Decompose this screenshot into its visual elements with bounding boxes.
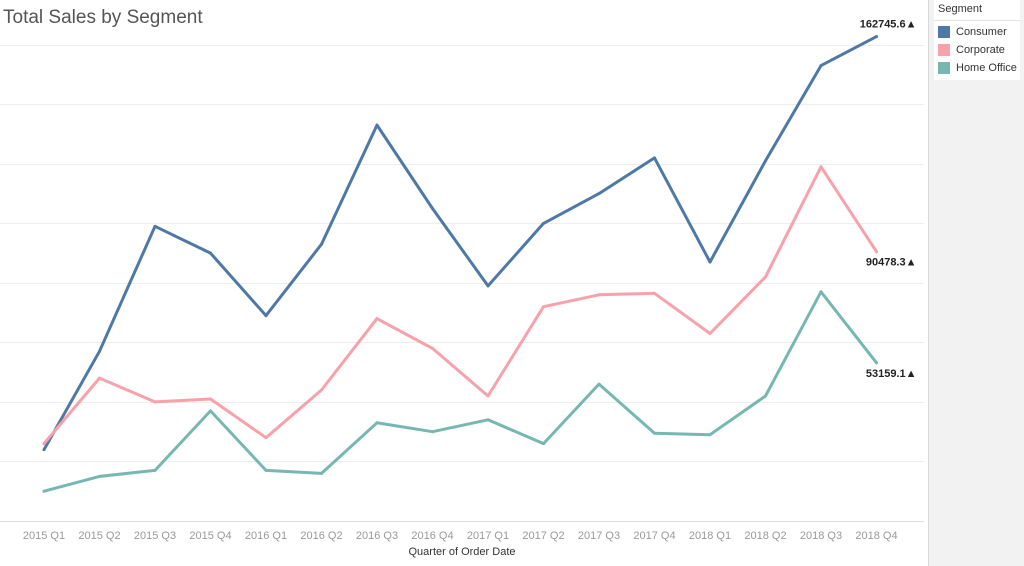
data-point-corporate bbox=[486, 394, 490, 398]
x-tick-label: 2017 Q1 bbox=[467, 530, 509, 542]
data-point-consumer bbox=[98, 349, 101, 353]
data-point-corporate bbox=[264, 436, 268, 440]
x-tick-label: 2015 Q1 bbox=[23, 530, 65, 542]
line-chart: 162745.6▲ 90478.3▲ 53159.1▲ 2015 Q1 2015 Q2… bbox=[0, 19, 924, 542]
data-point-consumer bbox=[875, 35, 878, 39]
legend-swatch-consumer bbox=[938, 26, 950, 38]
data-point-consumer bbox=[486, 284, 490, 288]
data-point-consumer bbox=[819, 64, 823, 68]
data-point-corporate bbox=[764, 275, 767, 279]
x-tick-label: 2017 Q3 bbox=[578, 530, 620, 542]
series-lines bbox=[42, 35, 878, 493]
legend-title: Segment bbox=[934, 0, 1020, 21]
x-tick-label: 2018 Q3 bbox=[800, 530, 842, 542]
series-line-corporate bbox=[42, 165, 878, 446]
data-point-home-office bbox=[209, 409, 212, 413]
x-axis-tick-labels: 2015 Q1 2015 Q2 2015 Q3 2015 Q4 2016 Q1 2016 … bbox=[23, 530, 898, 542]
x-tick-label: 2018 Q1 bbox=[689, 530, 731, 542]
gridlines bbox=[0, 45, 924, 522]
x-tick-label: 2015 Q3 bbox=[134, 530, 176, 542]
data-point-consumer bbox=[42, 448, 46, 452]
data-point-home-office bbox=[875, 361, 878, 365]
x-tick-label: 2017 Q2 bbox=[522, 530, 564, 542]
data-point-home-office bbox=[375, 421, 379, 425]
end-label-corporate: 90478.3▲ bbox=[866, 257, 917, 269]
data-point-home-office bbox=[431, 430, 434, 434]
data-point-home-office bbox=[264, 468, 268, 472]
legend-swatch-home-office bbox=[938, 62, 950, 74]
data-point-consumer bbox=[653, 156, 656, 160]
data-point-consumer bbox=[153, 224, 157, 228]
data-point-corporate bbox=[209, 397, 212, 401]
data-point-home-office bbox=[542, 442, 545, 446]
x-tick-label: 2016 Q4 bbox=[411, 530, 453, 542]
data-point-consumer bbox=[708, 260, 712, 264]
data-point-corporate bbox=[431, 346, 434, 350]
x-tick-label: 2018 Q4 bbox=[855, 530, 897, 542]
legend-label: Consumer bbox=[956, 26, 1007, 38]
data-point-consumer bbox=[375, 123, 379, 127]
x-tick-label: 2018 Q2 bbox=[744, 530, 786, 542]
legend-swatch-corporate bbox=[938, 44, 950, 56]
data-point-consumer bbox=[264, 314, 268, 318]
data-point-corporate bbox=[597, 293, 601, 297]
data-point-corporate bbox=[42, 442, 46, 446]
data-point-consumer bbox=[431, 206, 434, 210]
legend-panel: Segment Consumer Corporate Home Office bbox=[928, 0, 1024, 566]
end-label-consumer: 162745.6▲ bbox=[860, 19, 917, 31]
data-point-corporate bbox=[375, 317, 379, 321]
x-tick-label: 2015 Q4 bbox=[189, 530, 231, 542]
data-point-consumer bbox=[209, 251, 212, 255]
x-tick-label: 2016 Q2 bbox=[300, 530, 342, 542]
data-point-home-office bbox=[597, 382, 601, 386]
data-point-home-office bbox=[486, 418, 490, 422]
data-point-home-office bbox=[153, 468, 157, 472]
legend-label: Corporate bbox=[956, 44, 1005, 56]
data-point-corporate bbox=[542, 305, 545, 309]
data-point-corporate bbox=[653, 291, 656, 295]
data-point-home-office bbox=[42, 489, 46, 493]
data-point-corporate bbox=[875, 250, 878, 254]
legend-item-home-office[interactable]: Home Office bbox=[934, 59, 1020, 77]
data-point-home-office bbox=[764, 394, 767, 398]
data-point-corporate bbox=[819, 165, 823, 169]
x-tick-label: 2016 Q3 bbox=[356, 530, 398, 542]
x-tick-label: 2017 Q4 bbox=[633, 530, 675, 542]
legend-item-consumer[interactable]: Consumer bbox=[934, 23, 1020, 41]
x-tick-label: 2016 Q1 bbox=[245, 530, 287, 542]
data-point-home-office bbox=[653, 431, 656, 435]
legend-label: Home Office bbox=[956, 62, 1017, 74]
data-point-corporate bbox=[320, 388, 323, 392]
data-point-home-office bbox=[98, 474, 101, 478]
data-point-consumer bbox=[320, 242, 323, 246]
series-line-consumer bbox=[42, 35, 878, 452]
series-line-home-office bbox=[42, 290, 878, 493]
data-point-home-office bbox=[708, 433, 712, 437]
x-tick-label: 2015 Q2 bbox=[78, 530, 120, 542]
end-label-home-office: 53159.1▲ bbox=[866, 368, 917, 380]
end-labels: 162745.6▲ 90478.3▲ 53159.1▲ bbox=[860, 19, 917, 380]
data-point-consumer bbox=[542, 221, 545, 225]
x-axis-title: Quarter of Order Date bbox=[408, 546, 516, 558]
data-point-home-office bbox=[320, 471, 323, 475]
data-point-corporate bbox=[153, 400, 157, 404]
data-point-consumer bbox=[597, 192, 601, 196]
data-point-consumer bbox=[764, 159, 767, 163]
chart-title: Total Sales by Segment bbox=[3, 7, 203, 28]
data-point-corporate bbox=[708, 331, 712, 335]
data-point-home-office bbox=[819, 290, 823, 294]
data-point-corporate bbox=[98, 376, 101, 380]
legend-item-corporate[interactable]: Corporate bbox=[934, 41, 1020, 59]
legend-items: Consumer Corporate Home Office bbox=[934, 21, 1020, 80]
